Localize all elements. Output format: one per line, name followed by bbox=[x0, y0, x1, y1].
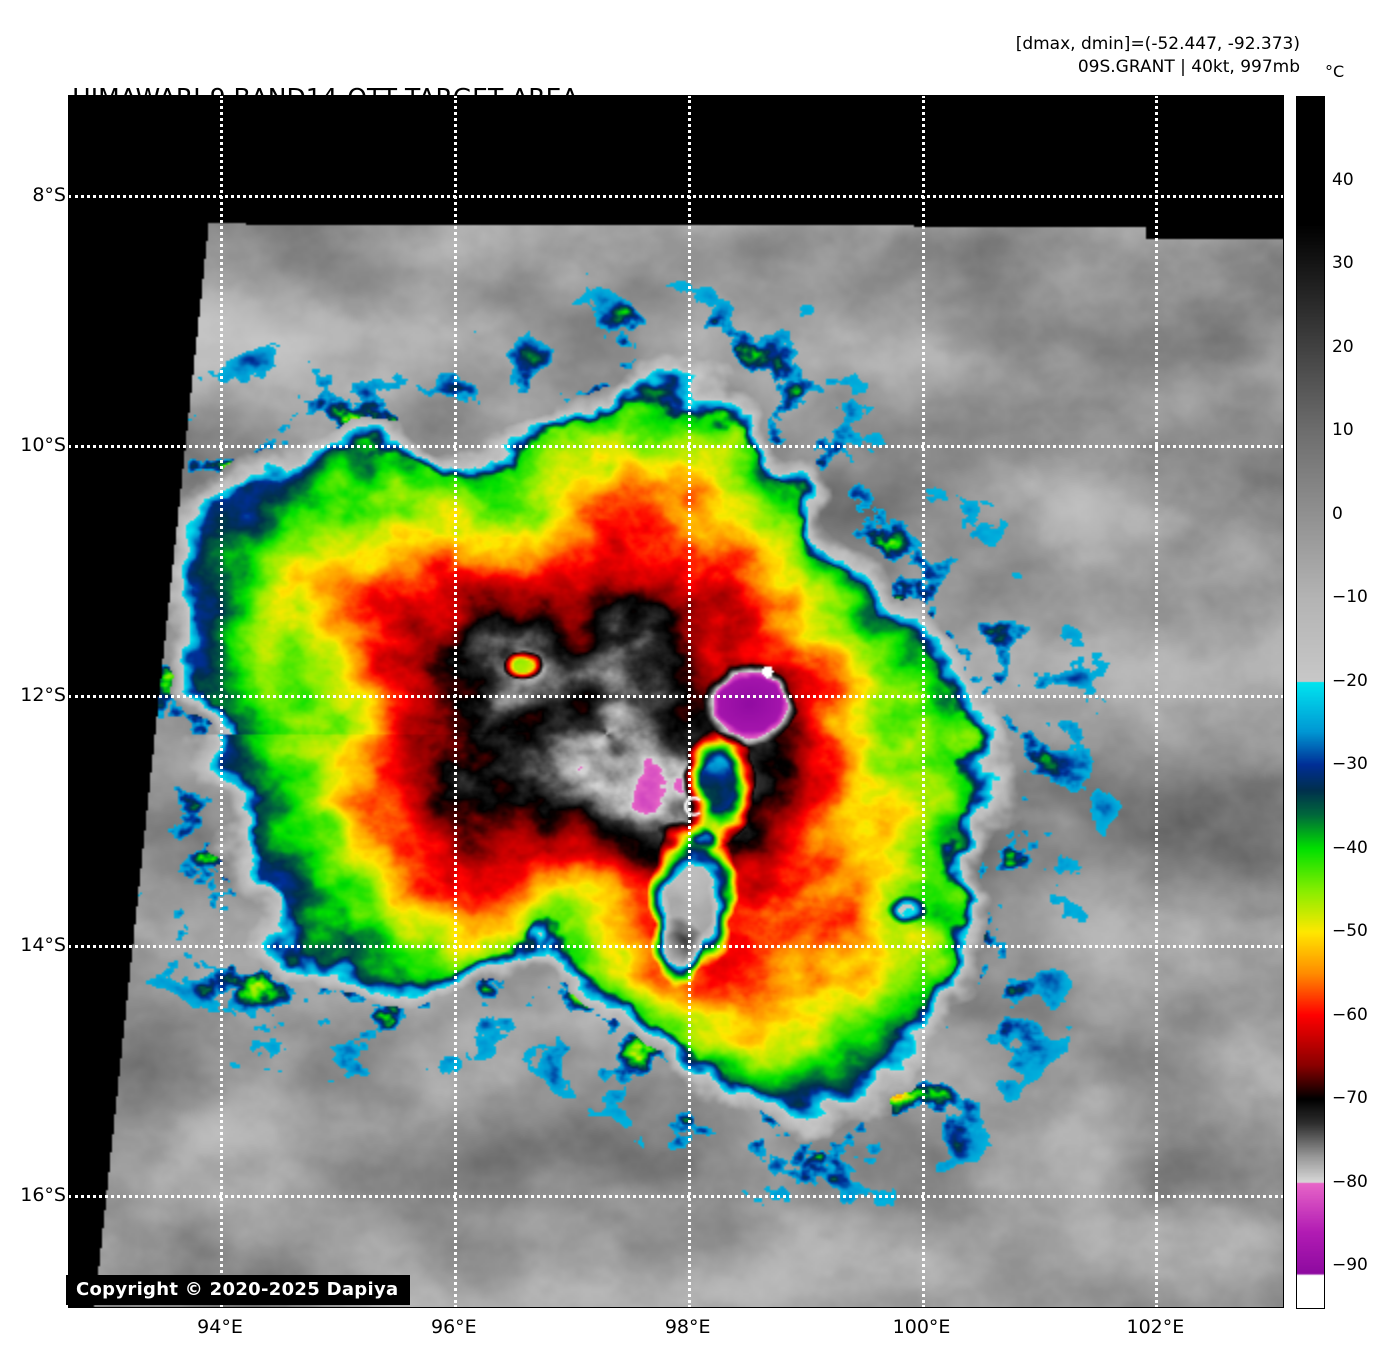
storm-info-label: 09S.GRANT | 40kt, 997mb bbox=[1077, 57, 1300, 77]
colorbar-tick-3: 10 bbox=[1332, 420, 1354, 441]
colorbar-tick-0: 40 bbox=[1332, 169, 1354, 190]
y-axis-tick-1: 10°S bbox=[20, 434, 66, 457]
x-axis-tick-0: 94°E bbox=[197, 1316, 243, 1338]
x-axis-tick-4: 102°E bbox=[1126, 1316, 1185, 1338]
annotation-block: [dmax, dmin]=(-52.447, -92.373) 09S.GRAN… bbox=[1016, 33, 1300, 79]
x-axis-tick-1: 96°E bbox=[431, 1316, 477, 1338]
brightness-temperature-heatmap bbox=[68, 95, 1284, 1308]
colorbar-gradient bbox=[1297, 97, 1324, 1308]
x-axis-tick-2: 98°E bbox=[664, 1316, 711, 1338]
y-axis-tick-2: 12°S bbox=[20, 684, 66, 707]
colorbar-tick-9: −50 bbox=[1332, 921, 1368, 942]
copyright-watermark: Copyright © 2020-2025 Dapiya bbox=[66, 1275, 411, 1305]
colorbar-tick-6: −20 bbox=[1332, 670, 1368, 691]
y-axis-tick-3: 14°S bbox=[20, 934, 66, 957]
colorbar-tick-5: −10 bbox=[1332, 587, 1368, 608]
satellite-imagery-panel[interactable] bbox=[68, 95, 1284, 1308]
colorbar-tick-11: −70 bbox=[1332, 1088, 1368, 1109]
colorbar-tick-10: −60 bbox=[1332, 1004, 1368, 1025]
colorbar-unit-label: °C bbox=[1325, 62, 1345, 81]
y-axis-tick-4: 16°S bbox=[20, 1184, 66, 1207]
colorbar-tick-8: −40 bbox=[1332, 837, 1368, 858]
y-axis-tick-0: 8°S bbox=[32, 184, 66, 207]
colorbar-tick-13: −90 bbox=[1332, 1255, 1368, 1276]
colorbar-tick-7: −30 bbox=[1332, 754, 1368, 775]
dmax-dmin-label: [dmax, dmin]=(-52.447, -92.373) bbox=[1015, 34, 1300, 54]
x-axis-tick-3: 100°E bbox=[892, 1316, 951, 1338]
colorbar-tick-1: 30 bbox=[1332, 253, 1354, 274]
colorbar-tick-4: 0 bbox=[1332, 503, 1343, 524]
colorbar-tick-12: −80 bbox=[1332, 1171, 1368, 1192]
colorbar-tick-2: 20 bbox=[1332, 336, 1354, 357]
colorbar[interactable] bbox=[1296, 96, 1325, 1309]
